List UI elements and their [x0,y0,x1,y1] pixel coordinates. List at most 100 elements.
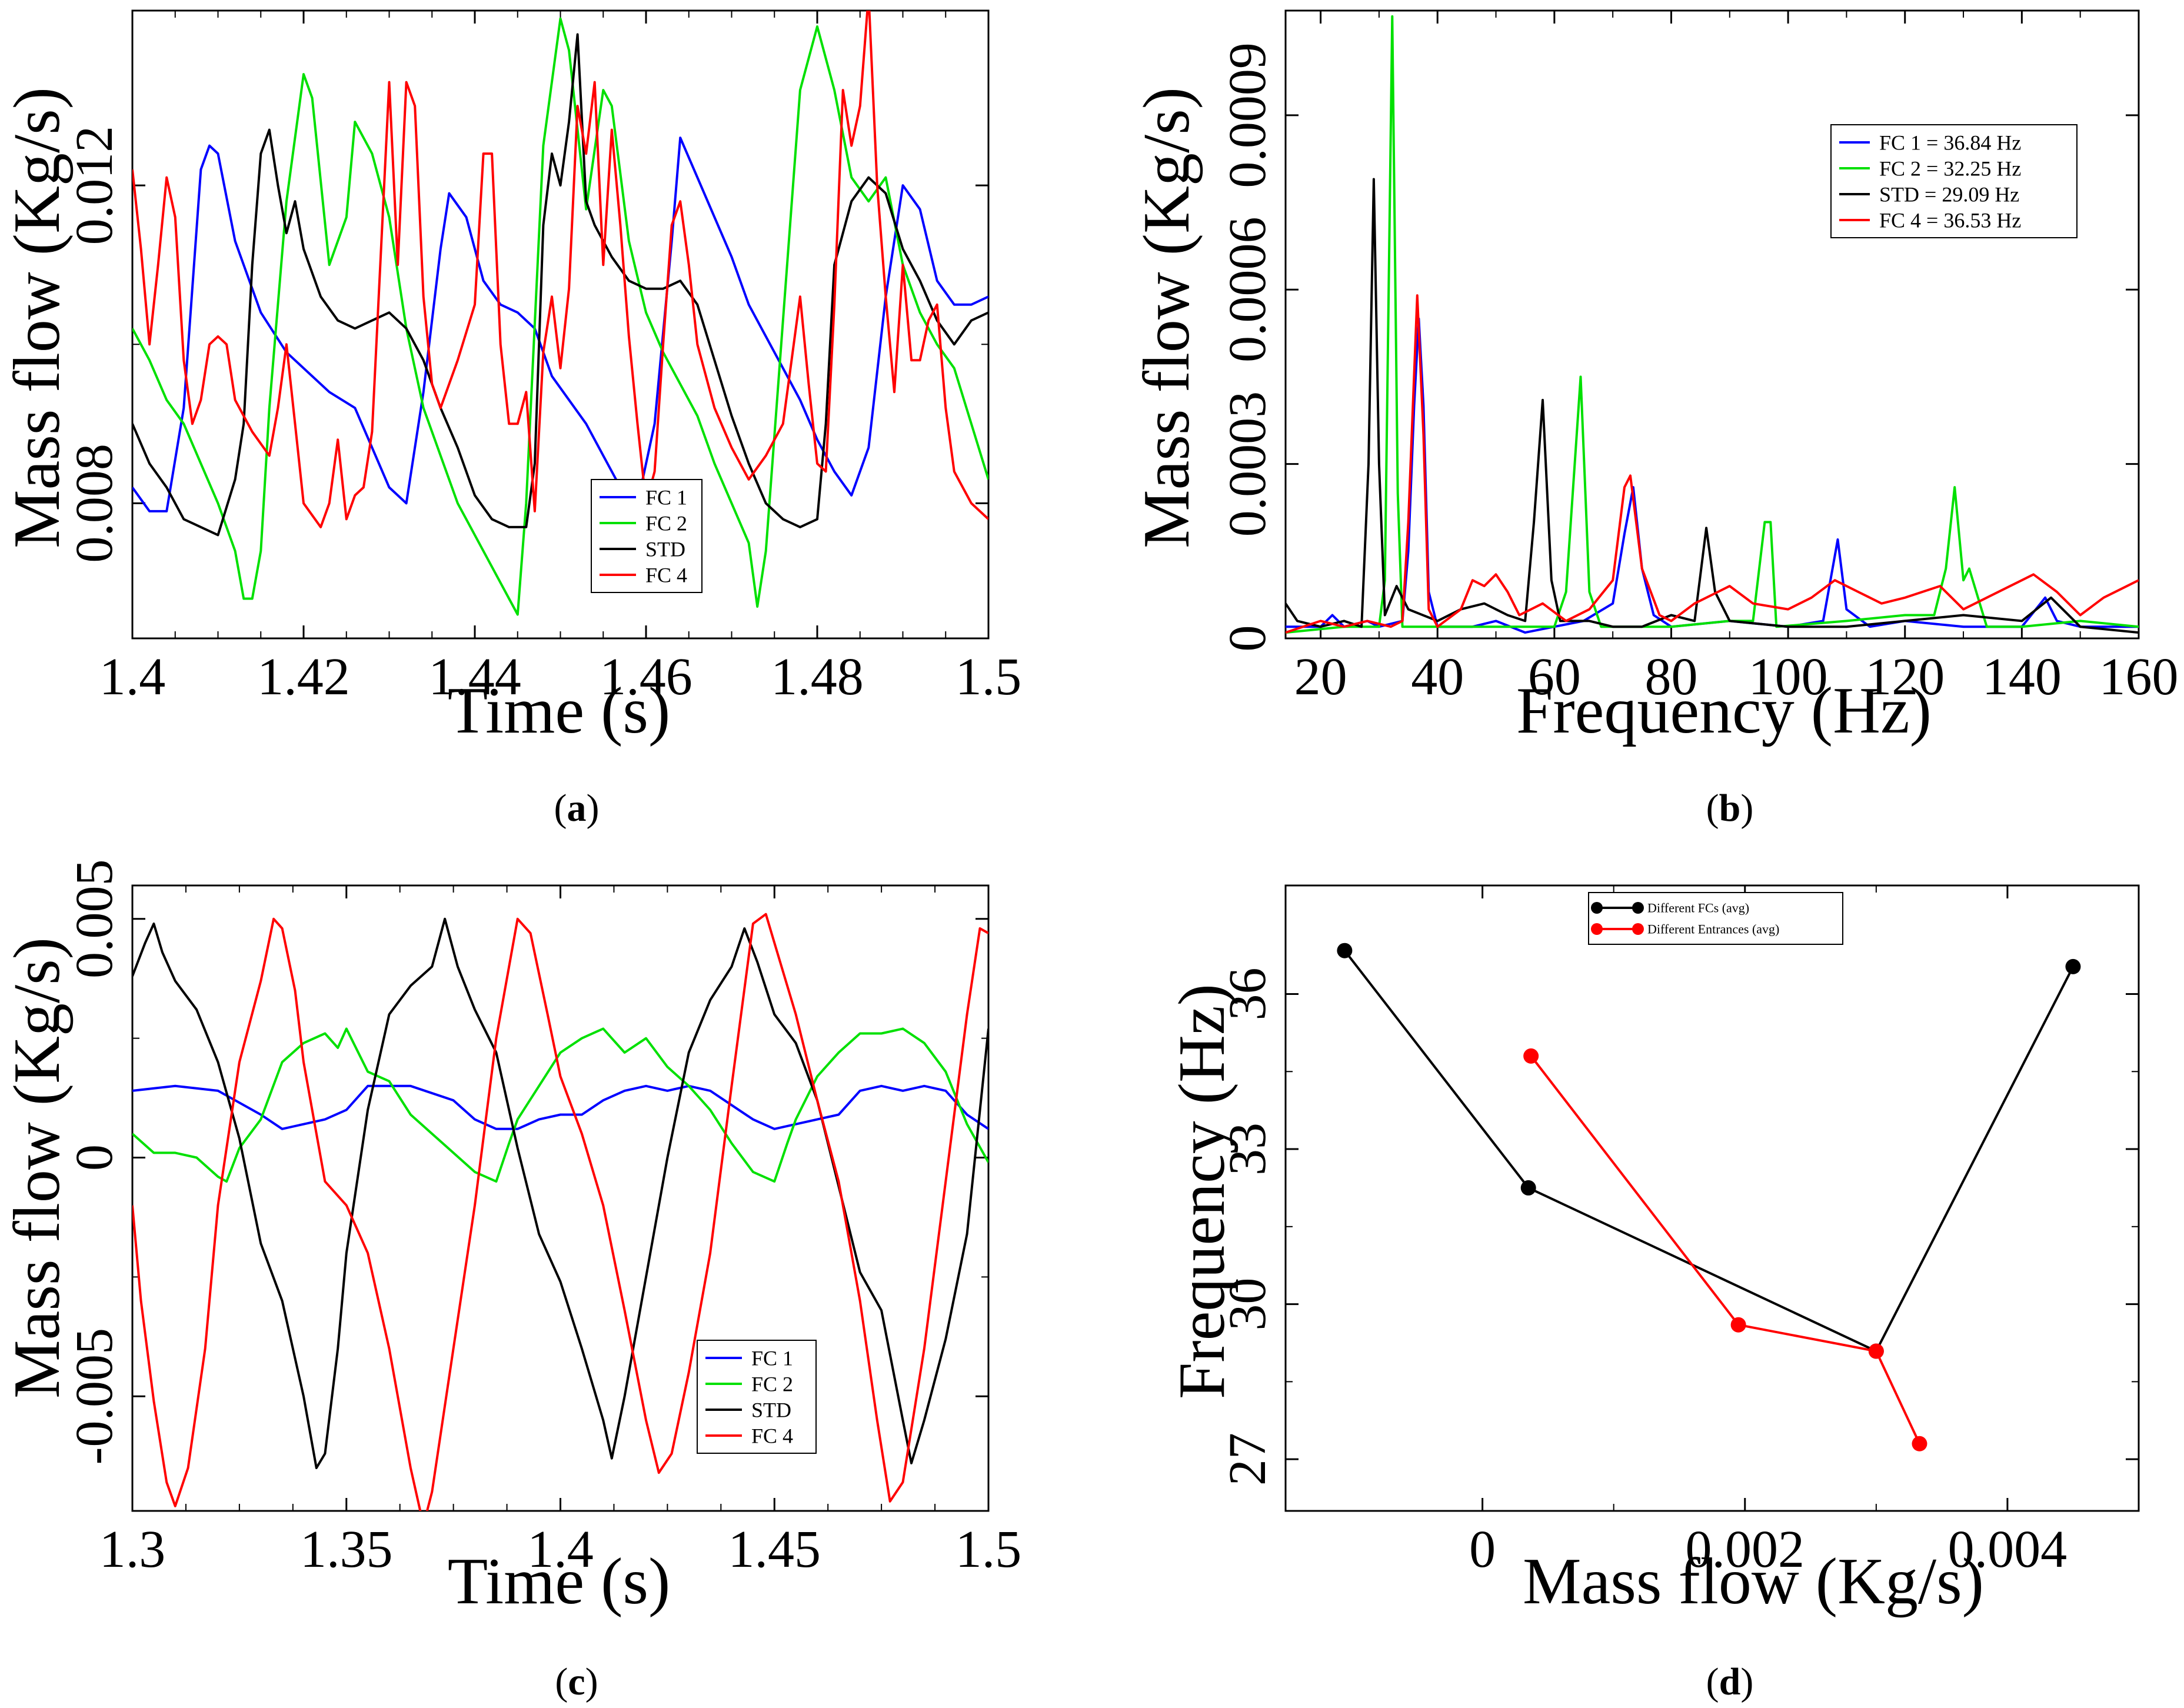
data-point [1337,943,1353,958]
legend: Different FCs (avg) Different Entrances (… [1588,892,1843,945]
panel-d-xlabel: Mass flow (Kg/s) [1523,1545,1984,1618]
series-line-fc-2 [132,1027,988,1183]
series-line-fc-1 [132,1084,988,1130]
series-line-fc-4 [1286,294,2139,634]
legend-label: STD = 29.09 Hz [1879,183,2019,207]
y-tick-label: 0.008 [65,444,124,563]
x-tick-label: 1.5 [956,648,1022,706]
legend-marker [1591,902,1603,914]
x-tick-label: 1.4 [527,1520,594,1579]
legend-label: FC 4 [645,564,687,587]
panel-a-xlabel: Time (s) [448,674,671,747]
series-line-fc-4 [132,913,988,1511]
data-point [1730,1317,1746,1333]
x-tick-label: 20 [1294,648,1347,706]
legend-label: Different FCs (avg) [1647,901,1749,915]
x-tick-label: 1.44 [428,648,521,706]
legend-label: FC 2 = 32.25 Hz [1879,157,2021,181]
y-tick-label: 0.0006 [1218,217,1277,362]
legend-label: STD [645,538,685,561]
legend-marker [1632,902,1644,914]
panel-b-chart: Mass flow (Kg/s) Frequency (Hz) (b) 20 40… [1130,9,2179,830]
legend-label: FC 1 = 36.84 Hz [1879,131,2021,155]
data-point [1523,1048,1539,1064]
y-tick-label: 27 [1218,1433,1277,1486]
legend-marker [1632,923,1644,935]
series-line-fc-2 [132,17,988,616]
x-tick-label: 1.42 [257,648,350,706]
x-tick-label: 1.45 [728,1520,821,1579]
series-line-different-fcs-avg- [1343,950,2075,1353]
series-line-std [132,917,988,1469]
legend-box [1588,892,1843,945]
panel-d-ylabel: Frequency (Hz) [1166,984,1239,1399]
plot-frame [1284,9,2140,640]
y-tick-label: 0.012 [65,126,124,245]
panel-b-ylabel: Mass flow (Kg/s) [1130,87,1203,548]
y-tick-label: 30 [1218,1278,1277,1331]
series-group [1337,943,2081,1451]
series-group [132,11,988,616]
panel-c-caption: (c) [555,1660,598,1703]
x-tick-label: 0.002 [1686,1520,1805,1579]
data-point [1520,1180,1536,1196]
panel-d-chart: Frequency (Hz) Mass flow (Kg/s) (d) 0 0.0… [1166,884,2140,1703]
panel-c-xlabel: Time (s) [448,1545,671,1618]
x-tick-label: 160 [2099,648,2179,706]
x-tick-label: 1.46 [600,648,693,706]
legend-label: Different Entrances (avg) [1647,922,1779,937]
y-tick-label: 33 [1218,1123,1277,1176]
series-line-fc-2 [1286,15,2139,634]
series-line-std [132,33,988,537]
y-tick-label: 0.005 [65,860,124,979]
panel-c-chart: Mass flow (Kg/s) Time (s) (c) 1.3 1.35 1.4… [1,860,1021,1703]
legend-label: STD [751,1399,791,1422]
panel-b-xlabel: Frequency (Hz) [1516,674,1932,747]
data-point [2065,958,2081,974]
series-line-std [1286,178,2139,634]
series-line-fc-1 [132,136,988,512]
series-group [132,913,988,1511]
x-tick-label: 0 [1469,1520,1496,1579]
legend-label: FC 1 [751,1347,793,1370]
x-tick-label: 0.004 [1948,1520,2068,1579]
x-tick-label: 60 [1528,648,1581,706]
panel-a-ylabel: Mass flow (Kg/s) [1,87,74,548]
legend-label: FC 1 [645,486,687,510]
x-tick-label: 140 [1982,648,2062,706]
x-tick-label: 1.4 [99,648,166,706]
x-tick-label: 100 [1749,648,1828,706]
x-tick-label: 120 [1865,648,1945,706]
y-tick-label: 0.0009 [1218,42,1277,188]
x-tick-label: 1.3 [99,1520,166,1579]
legend-label: FC 4 [751,1424,793,1448]
data-point [1868,1343,1884,1359]
x-tick-label: 40 [1411,648,1464,706]
panel-a-chart: Mass flow (Kg/s) Time (s) (a) 1.4 1.42 1.4… [1,9,1022,830]
data-point [1912,1436,1927,1451]
series-group [1286,15,2139,634]
legend-label: FC 4 = 36.53 Hz [1879,209,2021,232]
legend-label: FC 2 [645,512,687,535]
x-tick-label: 1.48 [771,648,864,706]
series-line-fc-4 [132,11,988,528]
panel-a-caption: (a) [554,787,600,830]
x-tick-label: 1.5 [956,1520,1022,1579]
plot-frame [1284,884,2140,1512]
y-tick-label: 0.0003 [1218,391,1277,537]
y-tick-label: 0 [1218,625,1277,652]
y-tick-label: 36 [1218,967,1277,1020]
legend-label: FC 2 [751,1373,793,1396]
panel-c-ylabel: Mass flow (Kg/s) [1,937,74,1399]
y-tick-label: 0 [65,1144,124,1171]
legend: FC 1FC 2 STD FC 4 [591,479,703,593]
legend-box [1830,124,2078,238]
x-tick-label: 1.35 [300,1520,393,1579]
panel-d-caption: (d) [1706,1660,1754,1703]
legend-marker [1591,923,1603,935]
panel-b-caption: (b) [1706,787,1754,830]
x-tick-label: 80 [1644,648,1697,706]
